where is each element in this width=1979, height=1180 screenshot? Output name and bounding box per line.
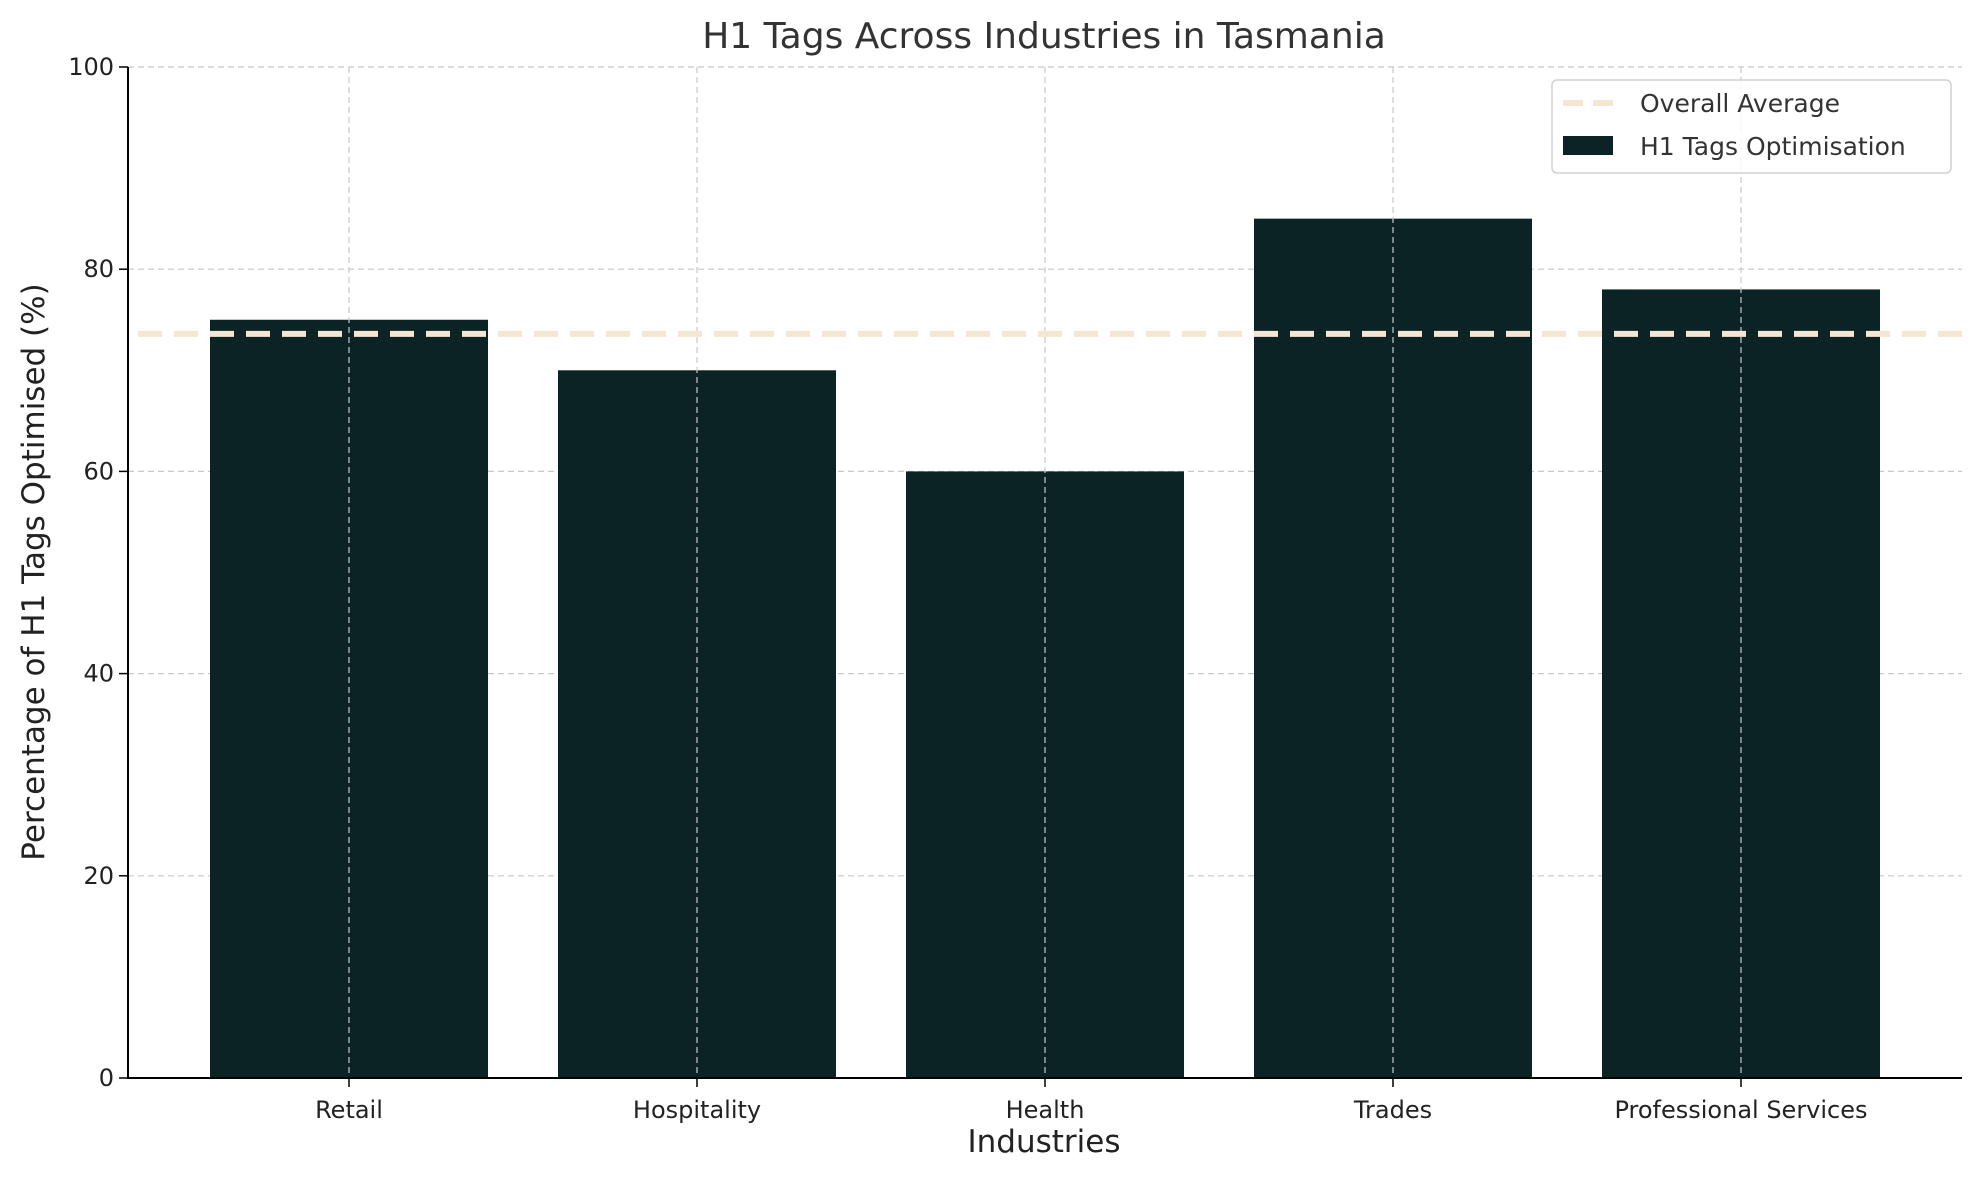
y-tick-label: 20 (83, 862, 114, 890)
x-tick-label: Hospitality (633, 1096, 761, 1124)
x-axis-label: Industries (967, 1124, 1120, 1160)
x-tick-label: Professional Services (1614, 1096, 1867, 1124)
y-tick-label: 60 (83, 457, 114, 485)
legend-box (1551, 79, 1952, 174)
y-tick-label: 100 (68, 53, 114, 81)
chart-title: H1 Tags Across Industries in Tasmania (702, 16, 1386, 57)
y-tick-label: 0 (99, 1064, 114, 1092)
y-tick-label: 80 (83, 255, 114, 283)
x-tick-label: Health (1006, 1096, 1085, 1124)
x-ticks: Retail Hospitality Health Trades Professiona… (315, 1078, 1868, 1124)
legend-label-average: Overall Average (1640, 89, 1840, 118)
bars (210, 67, 1880, 1078)
y-ticks: 0 20 40 60 80 100 (68, 53, 128, 1092)
x-tick-label: Retail (315, 1096, 383, 1124)
legend: Overall Average H1 Tags Optimisation (1551, 79, 1952, 174)
x-tick-label: Trades (1353, 1096, 1432, 1124)
legend-label-bars: H1 Tags Optimisation (1640, 132, 1906, 161)
y-tick-label: 40 (83, 660, 114, 688)
y-axis-label: Percentage of H1 Tags Optimised (%) (16, 283, 52, 860)
legend-swatch-bars (1563, 136, 1613, 155)
